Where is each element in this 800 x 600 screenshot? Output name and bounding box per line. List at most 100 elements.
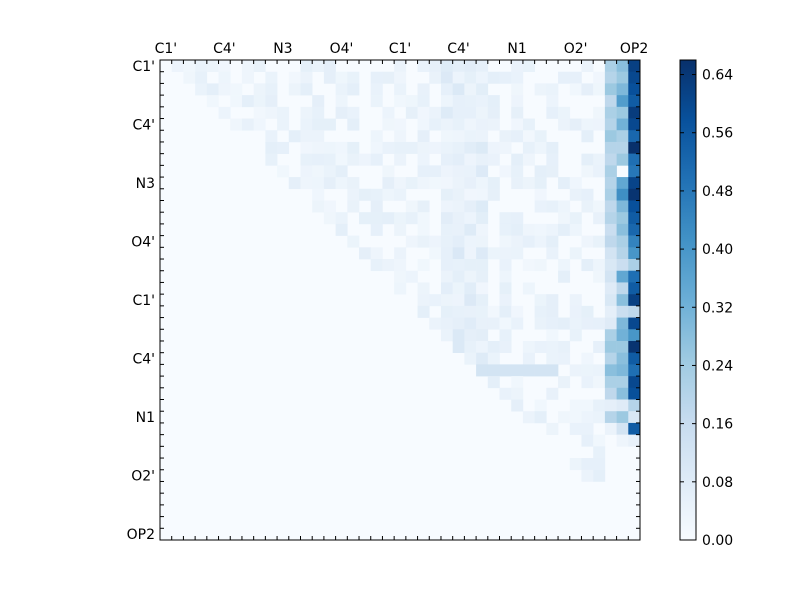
heatmap-cell [300, 83, 313, 96]
heatmap-cell [546, 141, 559, 154]
heatmap-cell [616, 387, 629, 400]
heatmap-cell [417, 235, 430, 248]
heatmap-cell [440, 329, 453, 342]
heatmap-cell [499, 71, 512, 84]
heatmap-cell [628, 200, 641, 213]
heatmap-cell [288, 71, 301, 84]
heatmap-cell [558, 270, 571, 283]
heatmap-cell [546, 106, 559, 119]
heatmap-cell [347, 177, 360, 190]
heatmap-cell [323, 60, 336, 73]
heatmap-cell [440, 270, 453, 283]
heatmap-cell [230, 83, 243, 96]
heatmap-cell [581, 434, 594, 447]
heatmap-cell [581, 352, 594, 365]
heatmap-cell [628, 352, 641, 365]
heatmap-cell [476, 188, 489, 201]
heatmap-cell [522, 130, 535, 143]
heatmap-cell [593, 165, 606, 178]
heatmap-cell [183, 60, 196, 73]
heatmap-cell [522, 364, 535, 377]
heatmap-cell [382, 71, 395, 84]
heatmap-cell [511, 165, 524, 178]
heatmap-cell [487, 376, 500, 389]
heatmap-cell [604, 212, 617, 225]
heatmap-cell [464, 270, 477, 283]
heatmap-cell [628, 364, 641, 377]
heatmap-cell [628, 223, 641, 236]
heatmap-cell [323, 212, 336, 225]
heatmap-cell [569, 329, 582, 342]
heatmap-cell [417, 60, 430, 73]
heatmap-cell [499, 247, 512, 260]
heatmap-cell [604, 259, 617, 272]
heatmap-cell [534, 294, 547, 307]
heatmap-cell [581, 399, 594, 412]
heatmap-cell [405, 177, 418, 190]
heatmap-cell [429, 165, 442, 178]
heatmap-cell [487, 177, 500, 190]
heatmap-cell [300, 141, 313, 154]
heatmap-cell [546, 235, 559, 248]
heatmap-cell [452, 83, 465, 96]
heatmap-cell [604, 106, 617, 119]
colorbar-gradient [679, 59, 697, 541]
heatmap-cell [382, 141, 395, 154]
heatmap-cell [440, 71, 453, 84]
heatmap-cell [464, 118, 477, 131]
heatmap-cell [546, 305, 559, 318]
heatmap-cell [511, 235, 524, 248]
heatmap-cell [628, 165, 641, 178]
heatmap-cell [253, 106, 266, 119]
heatmap-cell [241, 95, 254, 108]
heatmap-cell [628, 329, 641, 342]
heatmap-cell [616, 106, 629, 119]
heatmap-cell [476, 270, 489, 283]
heatmap-cell [312, 165, 325, 178]
heatmap-cell [452, 200, 465, 213]
heatmap-cell [569, 317, 582, 330]
heatmap-cell [195, 83, 208, 96]
heatmap-cell [511, 247, 524, 260]
heatmap-cell [511, 364, 524, 377]
heatmap-cell [440, 317, 453, 330]
heatmap-cell [628, 294, 641, 307]
heatmap-cell [511, 305, 524, 318]
heatmap-cell [323, 177, 336, 190]
heatmap-cell [300, 71, 313, 84]
colorbar-tick-label: 0.32 [702, 300, 733, 316]
heatmap-cell [499, 259, 512, 272]
heatmap-cell [405, 270, 418, 283]
heatmap-cell [511, 317, 524, 330]
heatmap-cell [604, 153, 617, 166]
colorbar-tick-label: 0.48 [702, 184, 733, 200]
heatmap-cell [534, 188, 547, 201]
heatmap-cell [522, 235, 535, 248]
heatmap-cell [499, 305, 512, 318]
heatmap-cell [347, 200, 360, 213]
heatmap-cell [476, 165, 489, 178]
heatmap-cell [581, 165, 594, 178]
heatmap-cell [616, 422, 629, 435]
heatmap-cell [604, 83, 617, 96]
heatmap-cell [452, 223, 465, 236]
heatmap-cell [382, 212, 395, 225]
heatmap-cell [312, 60, 325, 73]
heatmap-cell [218, 71, 231, 84]
colorbar-tick-label: 0.64 [702, 68, 733, 84]
heatmap-cell [616, 60, 629, 73]
heatmap-cell [417, 118, 430, 131]
heatmap-cell [616, 340, 629, 353]
heatmap-cell [499, 165, 512, 178]
heatmap-cell [499, 282, 512, 295]
heatmap-cell [593, 399, 606, 412]
heatmap-cell [593, 317, 606, 330]
heatmap-cell [534, 340, 547, 353]
heatmap-cell [581, 200, 594, 213]
heatmap-cell [359, 188, 372, 201]
heatmap-cell [628, 247, 641, 260]
heatmap-cell [581, 153, 594, 166]
heatmap-cell [394, 212, 407, 225]
heatmap-cell [511, 60, 524, 73]
heatmap-cell [394, 118, 407, 131]
